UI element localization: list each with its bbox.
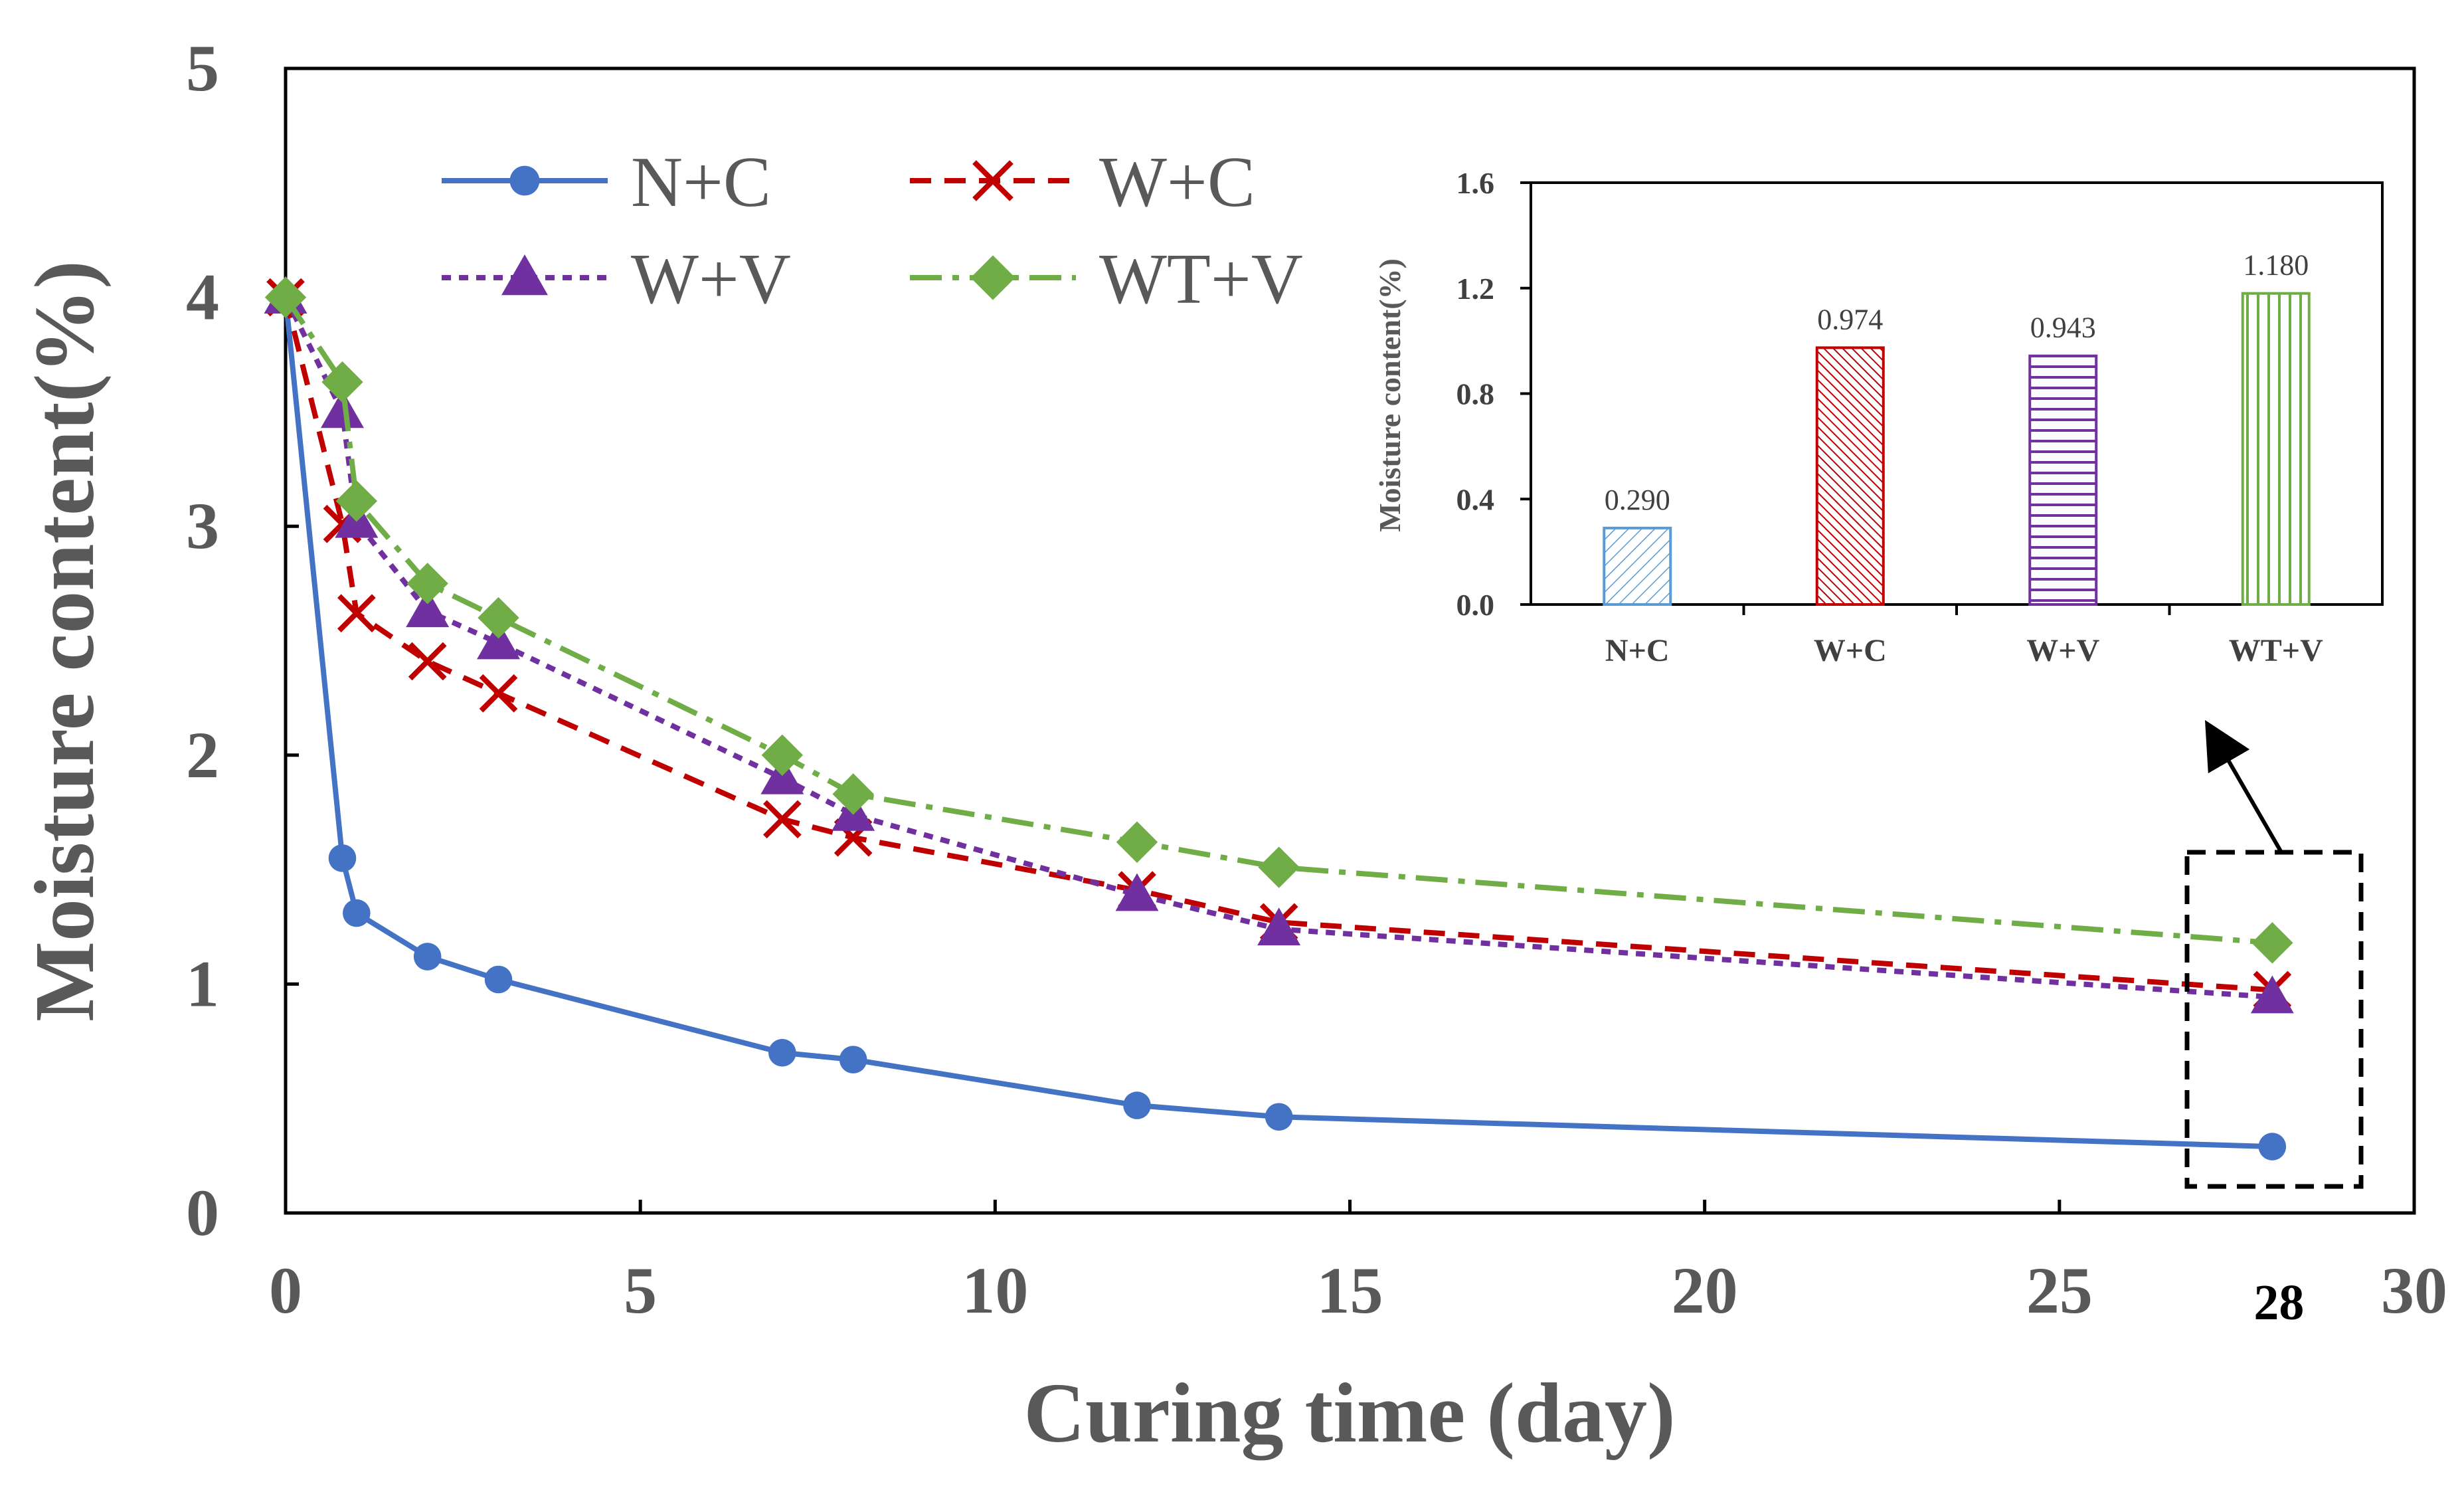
- data-point: [408, 642, 447, 681]
- data-point: [2258, 1133, 2287, 1161]
- data-point: [2250, 975, 2294, 1014]
- y-tick-label: 0: [186, 1176, 219, 1250]
- x-tick-label: 15: [1317, 1254, 1383, 1327]
- inset-plot-frame: [1530, 181, 2384, 606]
- inset-bar-chart: 0.0 0.4 0.8 1.2 1.6 0.290 N+C 0.974 W+C 0.943 W+V…: [1373, 166, 2384, 668]
- data-point: [479, 674, 518, 713]
- data-point: [321, 361, 363, 403]
- series-WT+V: [264, 276, 2293, 964]
- inset-y-tick-label: 0.8: [1456, 377, 1495, 411]
- legend-item-N+C: N+C: [442, 143, 771, 222]
- y-tick-label: 3: [186, 489, 219, 563]
- inset-category-label: W+V: [2026, 633, 2099, 668]
- data-point: [343, 899, 371, 927]
- data-point: [1115, 873, 1159, 911]
- y-tick-label: 1: [186, 947, 219, 1020]
- main-axes: 0 5 10 15 20 25 30 28 0 1 2 3 4 5: [186, 31, 2447, 1331]
- data-point: [406, 563, 448, 604]
- data-point: [2251, 922, 2293, 964]
- legend-label: N+C: [631, 143, 771, 222]
- annotation-arrow: [2204, 719, 2283, 854]
- data-point: [1257, 907, 1301, 946]
- data-point: [761, 734, 804, 776]
- inset-y-tick-label: 0.0: [1456, 588, 1495, 622]
- data-point: [970, 255, 1015, 300]
- inset-bar-WT+V: [2241, 292, 2311, 606]
- data-point: [335, 480, 378, 522]
- legend-item-W+C: W+C: [910, 143, 1255, 222]
- x-tick-label: 5: [624, 1254, 657, 1327]
- x-tick-label: 10: [962, 1254, 1028, 1327]
- data-point: [478, 597, 519, 639]
- legend-label: W+C: [1099, 143, 1255, 222]
- series-line: [283, 296, 2273, 1000]
- data-point: [328, 844, 357, 872]
- inset-category-label: N+C: [1605, 633, 1670, 668]
- inset-bar-value-label: 0.943: [2030, 312, 2096, 344]
- x-tick-label: 30: [2381, 1254, 2447, 1327]
- legend-item-W+V: W+V: [442, 240, 791, 319]
- legend-label: W+V: [631, 240, 791, 319]
- y-tick-label: 5: [186, 31, 219, 105]
- data-point: [832, 773, 874, 815]
- data-point: [1258, 846, 1300, 888]
- x-axis-title: Curing time (day): [1023, 1366, 1675, 1460]
- main-series-group: [264, 276, 2294, 1161]
- series-line: [283, 297, 2273, 1150]
- data-point: [1123, 1091, 1151, 1119]
- series-line: [283, 296, 2273, 993]
- legend: N+C W+C W+V WT+V: [442, 143, 1303, 319]
- data-point: [763, 800, 802, 839]
- inset-y-axis-title: Moisture content(%): [1373, 258, 1407, 532]
- inset-category-label: WT+V: [2229, 633, 2323, 668]
- data-point: [477, 621, 520, 660]
- inset-y-tick-label: 1.2: [1456, 272, 1495, 306]
- x-tick-label-28: 28: [2253, 1275, 2304, 1331]
- x-tick-label: 0: [269, 1254, 302, 1327]
- highlight-box: [2184, 850, 2364, 1189]
- inset-category-label: W+C: [1814, 633, 1887, 668]
- inset-y-tick-label: 1.6: [1456, 166, 1495, 200]
- data-point: [972, 160, 1013, 201]
- data-point: [1265, 1103, 1293, 1131]
- data-point: [337, 594, 376, 632]
- data-point: [509, 165, 540, 196]
- data-point: [768, 1038, 796, 1067]
- data-point: [264, 276, 307, 318]
- data-point: [406, 589, 450, 628]
- series-N+C: [272, 283, 2287, 1161]
- series-line: [283, 296, 2273, 946]
- inset-y-tick-label: 0.4: [1456, 482, 1495, 516]
- data-point: [413, 943, 442, 971]
- data-point: [839, 1046, 867, 1073]
- inset-bar-value-label: 1.180: [2243, 249, 2309, 282]
- inset-bar-value-label: 0.290: [1605, 484, 1670, 516]
- legend-item-WT+V: WT+V: [910, 240, 1303, 319]
- legend-label: WT+V: [1099, 240, 1303, 319]
- inset-bar-W+V: [2028, 354, 2098, 606]
- inset-bar-N+C: [1603, 526, 1672, 606]
- inset-bar-value-label: 0.974: [1817, 303, 1883, 335]
- data-point: [501, 254, 548, 296]
- data-point: [484, 965, 513, 994]
- x-tick-label: 25: [2026, 1254, 2093, 1327]
- data-point: [320, 390, 364, 428]
- y-tick-label: 4: [186, 260, 219, 334]
- inset-bar-W+C: [1815, 346, 1885, 606]
- y-tick-label: 2: [186, 718, 219, 792]
- data-point: [1116, 821, 1158, 863]
- y-axis-title: Moisture content(%): [17, 260, 112, 1022]
- x-tick-label: 20: [1672, 1254, 1738, 1327]
